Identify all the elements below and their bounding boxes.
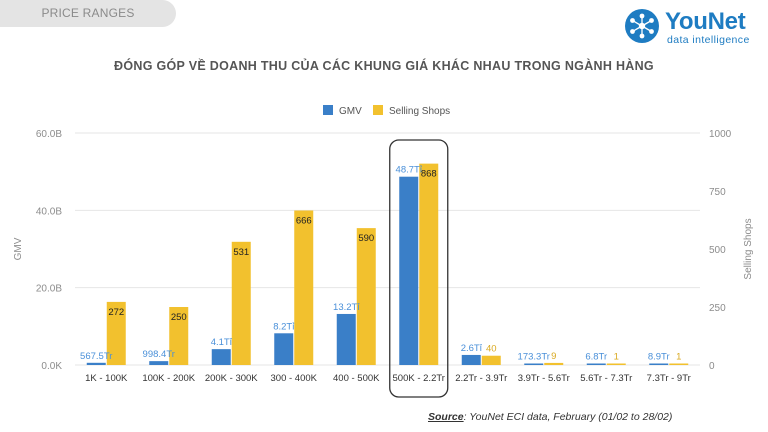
bar-gmv [86,362,106,365]
younet-logo-icon [625,9,659,43]
bar-selling-shops [481,355,501,365]
y-left-tick-label: 20.0B [36,284,62,295]
data-label-selling-shops: 1 [676,352,681,363]
y-right-tick-label: 0 [709,361,715,372]
y-right-tick-label: 1000 [709,129,732,140]
data-label-gmv: 13.2Tỉ [333,302,360,313]
x-tick-label: 2.2Tr - 3.9Tr [455,373,507,384]
data-label-selling-shops: 272 [108,307,124,318]
x-tick-label: 200K - 300K [205,373,258,384]
legend-swatch-selling-shops [373,105,383,115]
y-left-tick-label: 0.0K [41,361,62,372]
chart-title: ĐÓNG GÓP VỀ DOANH THU CỦA CÁC KHUNG GIÁ … [114,59,654,73]
x-tick-label: 400 - 500K [333,373,380,384]
bar-selling-shops [106,301,126,365]
y-right-tick-label: 500 [709,245,726,256]
logo-tagline: data intelligence [667,34,750,46]
highlight-box [389,139,449,398]
data-label-gmv: 2.6Tỉ [461,343,483,354]
source-text: : YouNet ECI data, February (01/02 to 28… [463,411,673,423]
data-label-selling-shops: 40 [486,344,497,355]
data-label-gmv: 6.8Tr [585,352,607,363]
y-left-tick-label: 60.0B [36,129,62,140]
bar-gmv [274,333,294,365]
x-tick-label: 500K - 2.2Tr [393,373,445,384]
bar-gmv [524,363,544,365]
data-label-selling-shops: 1 [614,352,619,363]
bar-selling-shops [294,210,314,365]
data-label-gmv: 998.4Tr [143,349,175,360]
data-label-selling-shops: 590 [358,233,374,244]
data-label-selling-shops: 868 [421,169,437,180]
bar-gmv [399,176,419,365]
x-tick-label: 3.9Tr - 5.6Tr [518,373,570,384]
data-label-gmv: 4.1Tỉ [211,337,233,348]
y-left-tick-label: 40.0B [36,206,62,217]
section-label: PRICE RANGES [0,0,176,27]
logo-brand: YouNet [665,8,746,35]
legend-swatch-gmv [323,105,333,115]
bar-gmv [461,354,481,365]
source-note: Source: YouNet ECI data, February (01/02… [428,411,672,423]
data-label-selling-shops: 666 [296,215,312,226]
legend-label-selling-shops: Selling Shops [389,106,450,117]
y-left-axis-title: GMV [13,237,24,260]
bar-gmv [649,363,669,365]
x-tick-label: 300 - 400K [271,373,318,384]
bar-selling-shops [419,163,439,365]
bar-gmv [211,349,231,365]
x-tick-label: 1K - 100K [85,373,128,384]
data-label-selling-shops: 9 [551,351,556,362]
bar-selling-shops [606,363,626,365]
y-right-axis-title: Selling Shops [743,218,754,279]
younet-logo: YouNet data intelligence [624,6,764,46]
bar-selling-shops [231,241,251,365]
data-label-gmv: 8.2Tỉ [273,321,295,332]
bar-gmv [586,363,606,365]
legend-label-gmv: GMV [339,106,362,117]
y-right-tick-label: 750 [709,187,726,198]
data-label-gmv: 48.7Tỉ [396,165,423,176]
y-right-tick-label: 250 [709,303,726,314]
data-label-gmv: 173.3Tr [518,352,550,363]
bar-gmv [149,361,169,365]
x-tick-label: 7.3Tr - 9Tr [647,373,691,384]
data-label-gmv: 567.5Tr [80,351,112,362]
x-tick-label: 5.6Tr - 7.3Tr [580,373,632,384]
bar-gmv [336,313,356,365]
bar-selling-shops [544,362,564,365]
bar-selling-shops [169,307,189,365]
bar-selling-shops [669,363,689,365]
bar-selling-shops [356,228,376,365]
source-label: Source [428,411,464,423]
x-tick-label: 100K - 200K [142,373,195,384]
data-label-selling-shops: 250 [171,312,187,323]
data-label-gmv: 8.9Tr [648,352,670,363]
data-label-selling-shops: 531 [233,247,249,258]
